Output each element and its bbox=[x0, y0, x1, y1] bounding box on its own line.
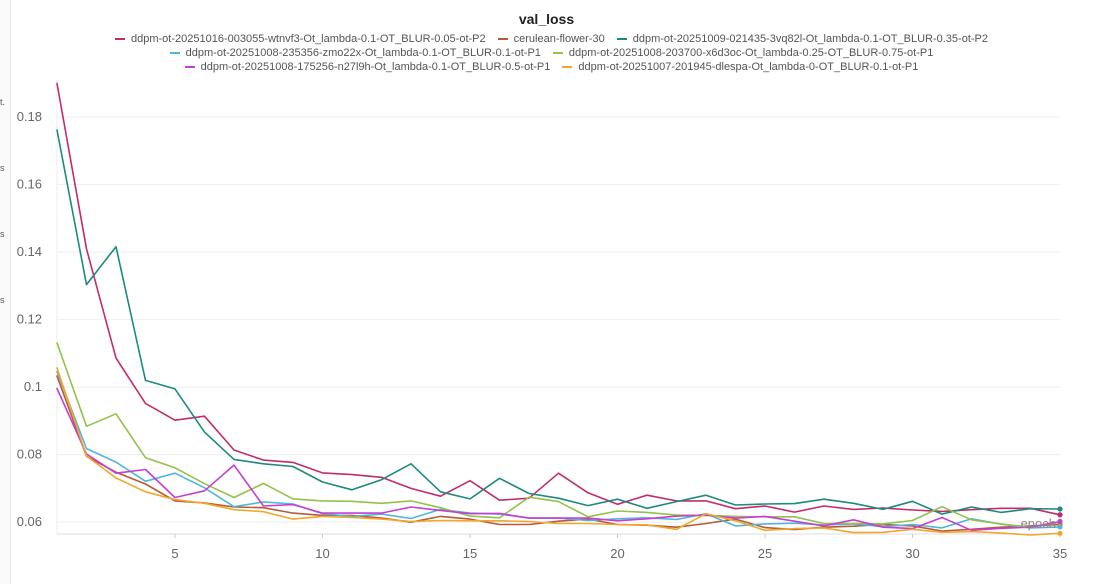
y-tick-label: 0.06 bbox=[17, 514, 42, 529]
legend-label: ddpm-ot-20251016-003055-wtnvf3-Ot_lambda… bbox=[130, 33, 486, 45]
series-line[interactable] bbox=[56, 387, 1061, 532]
series-line[interactable] bbox=[56, 129, 1061, 515]
series-endpoint[interactable] bbox=[1057, 524, 1063, 530]
series-line[interactable] bbox=[56, 342, 1061, 529]
x-tick-label: 20 bbox=[610, 546, 624, 561]
y-tick-label: 0.18 bbox=[17, 109, 42, 124]
x-axis-title: epoch bbox=[1021, 516, 1056, 531]
legend-item[interactable]: ddpm-ot-20251008-175256-n27l9h-Ot_lambda… bbox=[184, 61, 551, 73]
legend-swatch bbox=[562, 66, 573, 68]
y-tick-label: 0.1 bbox=[24, 379, 42, 394]
legend-swatch bbox=[616, 38, 627, 40]
legend-item[interactable]: ddpm-ot-20251016-003055-wtnvf3-Ot_lambda… bbox=[114, 33, 486, 45]
x-tick-label: 10 bbox=[315, 546, 329, 561]
legend-swatch bbox=[184, 66, 195, 68]
legend-label: ddpm-ot-20251008-235356-zmo22x-Ot_lambda… bbox=[185, 47, 541, 59]
series-endpoint[interactable] bbox=[1057, 506, 1063, 512]
legend-row: ddpm-ot-20251008-175256-n27l9h-Ot_lambda… bbox=[0, 61, 1103, 73]
chart-title: val_loss bbox=[518, 11, 575, 27]
legend-label: cerulean-flower-30 bbox=[513, 33, 605, 45]
legend-label: ddpm-ot-20251008-203700-x6d3oc-Ot_lambda… bbox=[568, 47, 934, 59]
legend-item[interactable]: ddpm-ot-20251008-203700-x6d3oc-Ot_lambda… bbox=[552, 47, 934, 59]
legend-item[interactable]: cerulean-flower-30 bbox=[497, 33, 605, 45]
left-edge-text: t. bbox=[0, 97, 6, 107]
series-endpoint[interactable] bbox=[1057, 518, 1063, 525]
legend-label: ddpm-ot-20251007-201945-dlespa-Ot_lambda… bbox=[578, 61, 919, 73]
x-tick-label: 25 bbox=[758, 546, 772, 561]
series-line[interactable] bbox=[56, 375, 1061, 532]
legend-item[interactable]: ddpm-ot-20251008-235356-zmo22x-Ot_lambda… bbox=[169, 47, 541, 59]
x-tick-label: 15 bbox=[463, 546, 477, 561]
series-line[interactable] bbox=[56, 82, 1061, 516]
legend-swatch bbox=[552, 52, 563, 54]
legend-swatch bbox=[497, 38, 508, 40]
x-tick-label: 5 bbox=[171, 546, 178, 561]
x-tick-label: 35 bbox=[1053, 546, 1067, 561]
series-line[interactable] bbox=[56, 367, 1061, 536]
legend-swatch bbox=[114, 38, 125, 40]
legend-swatch bbox=[169, 52, 180, 54]
y-tick-label: 0.12 bbox=[17, 312, 42, 327]
legend-label: ddpm-ot-20251008-175256-n27l9h-Ot_lambda… bbox=[200, 61, 551, 73]
legend-item[interactable]: ddpm-ot-20251009-021435-3vq82l-Ot_lambda… bbox=[616, 33, 988, 45]
y-tick-label: 0.16 bbox=[17, 177, 42, 192]
legend-item[interactable]: ddpm-ot-20251007-201945-dlespa-Ot_lambda… bbox=[562, 61, 918, 73]
left-panel-edge bbox=[0, 0, 11, 584]
legend-label: ddpm-ot-20251009-021435-3vq82l-Ot_lambda… bbox=[632, 33, 988, 45]
series-endpoint[interactable] bbox=[1057, 530, 1063, 536]
left-edge-text: s bbox=[0, 295, 5, 305]
legend-row: ddpm-ot-20251016-003055-wtnvf3-Ot_lambda… bbox=[0, 33, 1103, 45]
y-tick-label: 0.08 bbox=[17, 447, 42, 462]
left-edge-text: s bbox=[0, 163, 5, 173]
x-tick-label: 30 bbox=[905, 546, 919, 561]
left-edge-text: s bbox=[0, 229, 5, 239]
legend-row: ddpm-ot-20251008-235356-zmo22x-Ot_lambda… bbox=[0, 47, 1103, 59]
series-endpoint[interactable] bbox=[1057, 512, 1063, 518]
y-tick-label: 0.14 bbox=[17, 244, 42, 259]
